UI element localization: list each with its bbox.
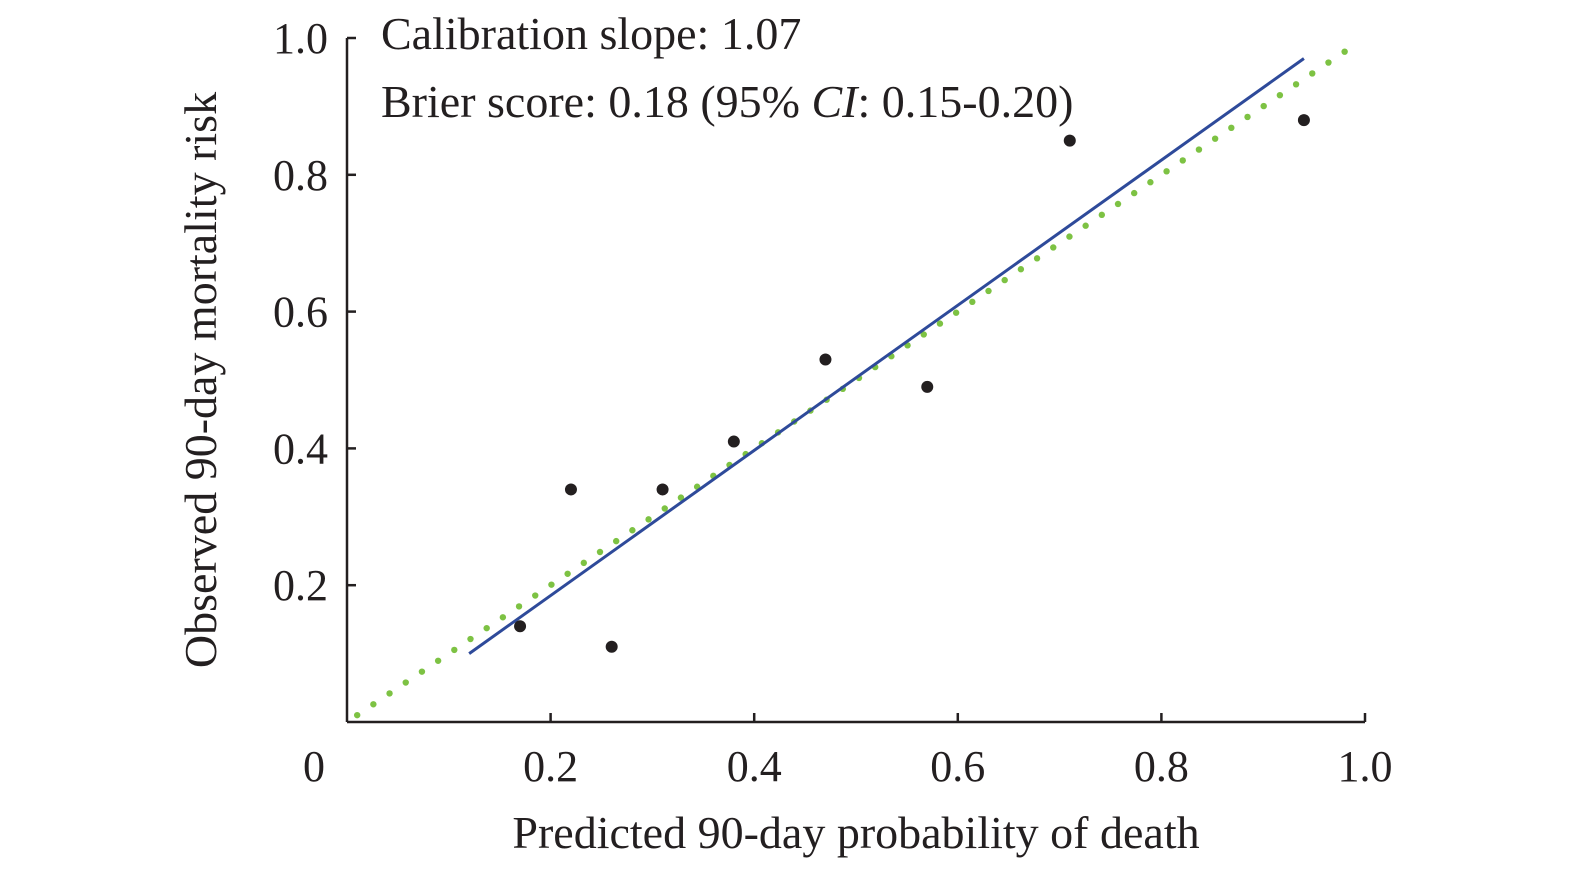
data-point — [819, 353, 832, 366]
reference-line-dot — [1292, 81, 1300, 88]
reference-line-dot — [1082, 222, 1089, 229]
y-tick-label: 0.8 — [273, 151, 328, 200]
reference-line-dot — [515, 603, 523, 610]
y-tick-label: 0.6 — [273, 288, 328, 337]
reference-line-dot — [1325, 59, 1332, 66]
reference-line-dot — [1050, 244, 1057, 251]
y-tick-label: 1.0 — [273, 14, 328, 63]
reference-line-dot — [402, 679, 409, 686]
calibration-slope-annotation: Calibration slope: 1.07 — [381, 8, 801, 59]
reference-line-dot — [1341, 48, 1348, 55]
reference-line — [353, 48, 1348, 719]
reference-line-dot — [1147, 179, 1154, 186]
reference-line-dot — [467, 635, 474, 643]
reference-line-dot — [1260, 102, 1267, 110]
y-tick-label: 0.2 — [273, 561, 328, 610]
reference-line-dot — [1001, 276, 1008, 284]
data-point — [564, 483, 577, 496]
reference-line-dot — [1130, 189, 1138, 197]
reference-line-dot — [564, 570, 571, 577]
reference-line-dot — [580, 559, 588, 567]
reference-line-dot — [434, 657, 442, 664]
x-tick-label: 0.8 — [1134, 742, 1189, 791]
reference-line-dot — [386, 690, 393, 697]
axes: 0.2 0.4 0.6 0.8 1.0 0.2 0.4 0.6 0.8 1.0 — [273, 14, 1393, 791]
reference-line-dot — [952, 309, 960, 316]
reference-line-dot — [936, 320, 944, 327]
data-point — [656, 483, 669, 496]
reference-line-dot — [1017, 266, 1025, 273]
reference-line-dot — [1244, 113, 1251, 121]
reference-line-dot — [499, 614, 507, 621]
data-point — [921, 380, 934, 393]
reference-line-dot — [532, 592, 539, 599]
x-tick-label: 1.0 — [1338, 742, 1393, 791]
reference-line-dot — [920, 331, 927, 338]
reference-line-dot — [661, 505, 668, 512]
reference-line-dot — [370, 701, 377, 708]
reference-line-dot — [612, 537, 620, 545]
reference-line-dot — [985, 287, 992, 295]
reference-line-dot — [969, 298, 976, 306]
data-point — [514, 620, 527, 633]
reference-line-dot — [483, 624, 490, 632]
origin-tick-label: 0 — [303, 742, 325, 791]
reference-line-dot — [1163, 168, 1170, 175]
data-point — [727, 435, 740, 448]
data-points — [514, 114, 1310, 653]
reference-line-dot — [1114, 200, 1122, 208]
data-point — [605, 640, 618, 653]
reference-line-dot — [1211, 135, 1219, 142]
brier-score-ci-italic: CI — [812, 76, 861, 127]
reference-line-dot — [1098, 211, 1106, 219]
reference-line-dot — [1276, 91, 1284, 99]
data-point — [1297, 114, 1310, 127]
reference-line-dot — [629, 527, 636, 534]
reference-line-dot — [1309, 70, 1316, 77]
reference-line-dot — [1195, 146, 1203, 153]
reference-line-dot — [596, 548, 604, 556]
x-tick-label: 0.4 — [727, 742, 782, 791]
fitted-calibration-line — [468, 57, 1305, 655]
brier-score-suffix: : 0.15-0.20) — [858, 76, 1074, 127]
reference-line-dot — [353, 711, 361, 719]
reference-line-dot — [1228, 124, 1235, 132]
reference-line-dot — [548, 581, 555, 588]
x-axis-title: Predicted 90-day probability of death — [512, 807, 1199, 858]
x-axis-ticks: 0.2 0.4 0.6 0.8 1.0 — [523, 713, 1393, 791]
data-point — [1063, 134, 1076, 147]
x-tick-label: 0.6 — [930, 742, 985, 791]
y-axis-ticks: 0.2 0.4 0.6 0.8 1.0 — [273, 14, 356, 610]
reference-line-dot — [451, 646, 458, 654]
y-tick-label: 0.4 — [273, 424, 328, 473]
brier-score-prefix: Brier score: 0.18 (95% — [381, 76, 812, 127]
reference-line-dot — [645, 516, 652, 523]
reference-line-dot — [677, 494, 685, 501]
x-tick-label: 0.2 — [523, 742, 578, 791]
reference-line-dot — [1033, 255, 1041, 262]
y-axis-title: Observed 90-day mortality risk — [175, 92, 226, 668]
brier-score-annotation: Brier score: 0.18 (95% CI: 0.15-0.20) — [381, 76, 1073, 127]
reference-line-dot — [418, 668, 426, 675]
reference-line-dot — [1066, 233, 1073, 240]
reference-line-dot — [1179, 157, 1186, 164]
